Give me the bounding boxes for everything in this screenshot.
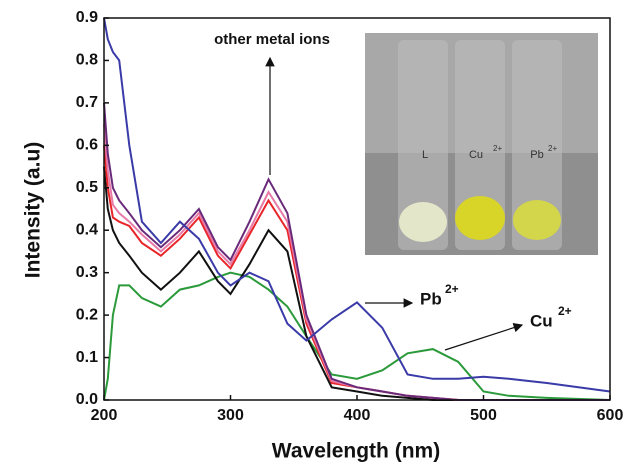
y-tick-label: 0.7 [76,94,98,111]
x-tick-label: 600 [597,407,624,424]
inset-label: L [422,149,428,161]
y-tick-label: 0.2 [76,306,98,323]
annotation-arrow [444,323,524,351]
annotation-sup: 2+ [558,304,572,318]
series-line [103,271,611,401]
x-tick-label: 500 [470,407,497,424]
y-tick-label: 0.1 [76,349,98,366]
y-tick-label: 0.0 [76,391,98,408]
y-tick-label: 0.8 [76,52,98,69]
y-tick-label: 0.6 [76,137,98,154]
inset-label-sup: 2+ [548,144,557,153]
inset-label: Pb [530,149,543,161]
y-tick-label: 0.5 [76,179,98,196]
y-tick-label: 0.9 [76,9,98,26]
x-tick-label: 300 [217,407,244,424]
plot-frame [103,17,611,401]
y-axis-title: Intensity (a.u) [22,142,45,279]
series-line [103,17,611,393]
y-tick-label: 0.4 [76,221,98,238]
x-axis-title: Wavelength (nm) [272,440,440,463]
inset-label: Cu [469,149,483,161]
plot-lines [103,17,611,401]
annotation-sup: 2+ [445,282,459,296]
x-tick-label: 400 [344,407,371,424]
annotation: other metal ions [214,31,330,48]
annotation: Pb [420,289,442,308]
y-tick-label: 0.3 [76,264,98,281]
x-tick-label: 200 [91,407,118,424]
inset-photo [365,33,598,255]
inset-label-sup: 2+ [493,144,502,153]
annotation: Cu [530,311,553,330]
